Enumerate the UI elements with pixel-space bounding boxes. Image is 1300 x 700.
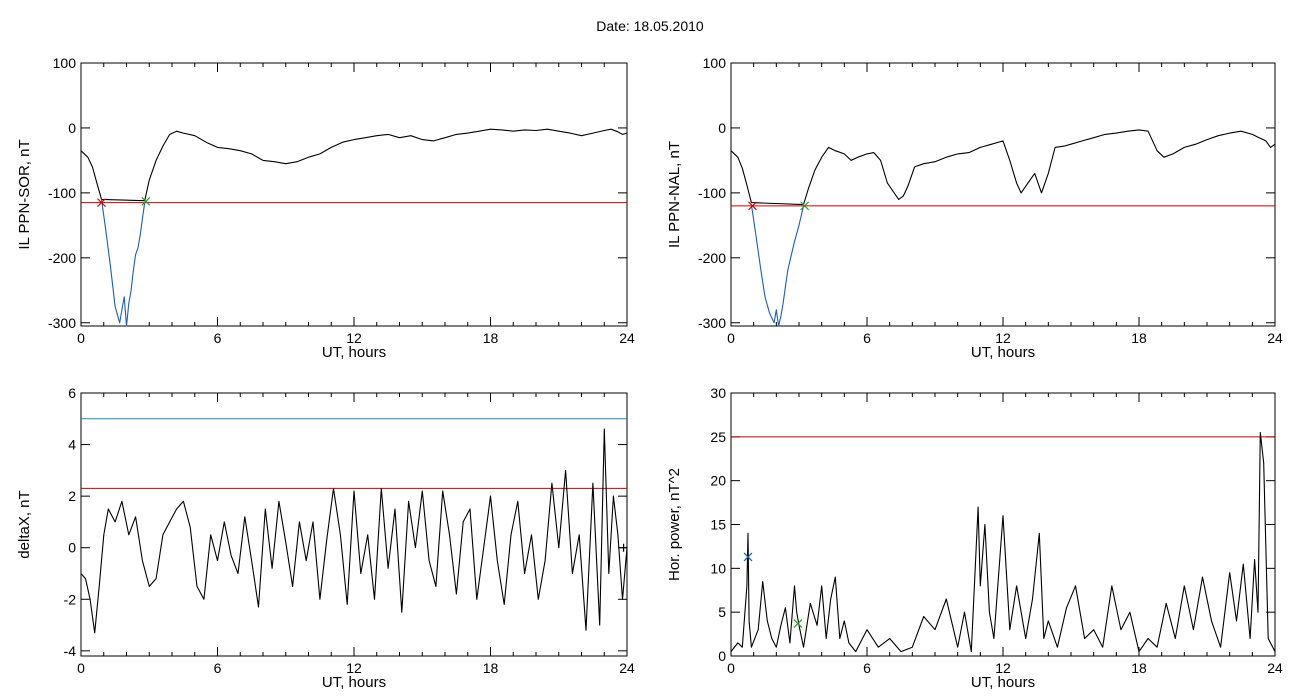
panel-hor-power-xtick-label: 0 (727, 660, 735, 676)
panel-deltax-axes-box (80, 392, 628, 657)
panel-ppn-nal-marker (748, 201, 757, 211)
panel-deltax-frame: 0 6 12 18 24 6 4 2 0 -2 -4 (64, 385, 635, 676)
panel-hor-power-ytick-label: 20 (710, 473, 726, 489)
panel-ppn-nal-xtick-label: 18 (1131, 330, 1147, 346)
panel-ppn-nal-ytick-label: -200 (698, 250, 726, 266)
panel-ppn-nal-axes-box (730, 62, 1276, 327)
panel-ppn-nal-ytick-label: -100 (698, 185, 726, 201)
panel-deltax-ytick-label: 4 (68, 437, 76, 453)
panel-hor-power-ylabel: Hor. power, nT^2 (666, 468, 683, 581)
panel-ppn-sor-series-0 (80, 128, 628, 202)
panel-ppn-nal-xtick-label: 24 (1267, 330, 1283, 346)
panel-ppn-sor-ytick-label: -300 (48, 315, 76, 331)
panel-hor-power-xtick-label: 24 (1267, 660, 1283, 676)
page-title: Date: 18.05.2010 (596, 18, 704, 34)
panel-ppn-nal-xtick-label: 12 (995, 330, 1011, 346)
panel-ppn-nal-xtick-label: 0 (727, 330, 735, 346)
panel-hor-power-marker (743, 552, 753, 562)
panel-ppn-sor-ytick-label: -200 (48, 250, 76, 266)
panel-deltax-xtick-label: 24 (619, 660, 635, 676)
panel-ppn-sor-xtick-label: 12 (346, 330, 362, 346)
panel-ppn-sor-xtick-label: 24 (619, 330, 635, 346)
panel-deltax-ytick-label: 6 (68, 385, 76, 401)
panel-deltax-xtick-label: 0 (77, 660, 85, 676)
panel-ppn-nal-ylabel: IL PPN-NAL, nT (666, 141, 683, 248)
panel-hor-power-frame: 0 6 12 18 24 30 25 20 15 10 5 0 (710, 385, 1283, 676)
panel-ppn-nal-series-1 (750, 204, 805, 327)
panel-deltax-plot (80, 418, 628, 634)
panel-ppn-sor-frame: 0 6 12 18 24 100 0 -100 -200 -300 (48, 55, 635, 346)
panel-deltax-xlabel: UT, hours (322, 674, 386, 691)
panel-ppn-sor-ytick-label: 0 (68, 120, 76, 136)
panel-hor-power-xtick-label: 6 (863, 660, 871, 676)
panel-ppn-nal-frame: 0 6 12 18 24 100 0 -100 -200 -300 (698, 55, 1283, 346)
panel-deltax-ytick-label: -4 (64, 643, 77, 659)
panel-hor-power-xtick-label: 12 (995, 660, 1011, 676)
panel-hor-power-ytick-label: 30 (710, 385, 726, 401)
panel-ppn-sor-ytick-label: 100 (53, 55, 77, 71)
panel-ppn-sor-xtick-label: 6 (214, 330, 222, 346)
panel-deltax-ytick-label: 2 (68, 488, 76, 504)
panel-hor-power-ytick-label: 0 (718, 648, 726, 664)
panel-hor-power-ytick-label: 5 (718, 604, 726, 620)
panel-hor-power-ytick-label: 25 (710, 429, 726, 445)
panel-hor-power-marker (793, 619, 803, 628)
panel-ppn-sor: 0 6 12 18 24 100 0 -100 -200 -300 UT, hours IL PP… (16, 55, 635, 361)
panel-ppn-nal: 0 6 12 18 24 100 0 -100 -200 -300 UT, hours IL PP… (666, 55, 1283, 361)
panel-deltax-series-0 (80, 428, 628, 634)
panel-ppn-nal-series-0 (730, 129, 1276, 206)
panel-deltax-xtick-label: 6 (214, 660, 222, 676)
panel-hor-power-xlabel: UT, hours (971, 674, 1035, 691)
panel-ppn-sor-marker (97, 198, 106, 208)
panel-hor-power-ytick-label: 15 (710, 517, 726, 533)
panel-ppn-sor-ytick-label: -100 (48, 185, 76, 201)
panel-deltax: 0 6 12 18 24 6 4 2 0 -2 -4 UT, hours deltaX, nT (16, 385, 635, 691)
panel-ppn-sor-axes-box (80, 62, 628, 327)
panel-ppn-sor-xlabel: UT, hours (322, 344, 386, 361)
panel-deltax-ytick-label: -2 (64, 591, 77, 607)
panel-ppn-sor-xtick-label: 18 (483, 330, 499, 346)
panel-ppn-sor-ylabel: IL PPN-SOR, nT (16, 139, 33, 249)
panel-ppn-nal-xlabel: UT, hours (971, 344, 1035, 361)
panel-ppn-sor-plot (80, 128, 628, 327)
panel-ppn-sor-series-1 (100, 199, 146, 327)
panel-ppn-sor-marker (141, 196, 151, 206)
panel-deltax-ytick-label: 0 (68, 540, 76, 556)
panel-ppn-nal-ytick-label: 100 (703, 55, 727, 71)
panel-deltax-marker (619, 543, 628, 552)
panel-ppn-sor-xtick-label: 0 (77, 330, 85, 346)
panel-hor-power-ytick-label: 10 (710, 560, 726, 576)
panel-ppn-nal-ytick-label: -300 (698, 315, 726, 331)
panel-ppn-nal-ytick-label: 0 (718, 120, 726, 136)
panel-ppn-nal-xtick-label: 6 (863, 330, 871, 346)
panel-deltax-xtick-label: 18 (483, 660, 499, 676)
panel-hor-power-series-0 (730, 431, 1276, 653)
panel-hor-power: 0 6 12 18 24 30 25 20 15 10 5 0 UT, hours Hor. powe… (666, 385, 1283, 691)
panel-deltax-ylabel: deltaX, nT (16, 490, 33, 558)
panel-hor-power-plot (730, 431, 1276, 653)
panel-hor-power-xtick-label: 18 (1131, 660, 1147, 676)
panel-ppn-nal-marker (800, 201, 810, 211)
panel-deltax-xtick-label: 12 (346, 660, 362, 676)
panel-ppn-nal-plot (730, 129, 1276, 327)
